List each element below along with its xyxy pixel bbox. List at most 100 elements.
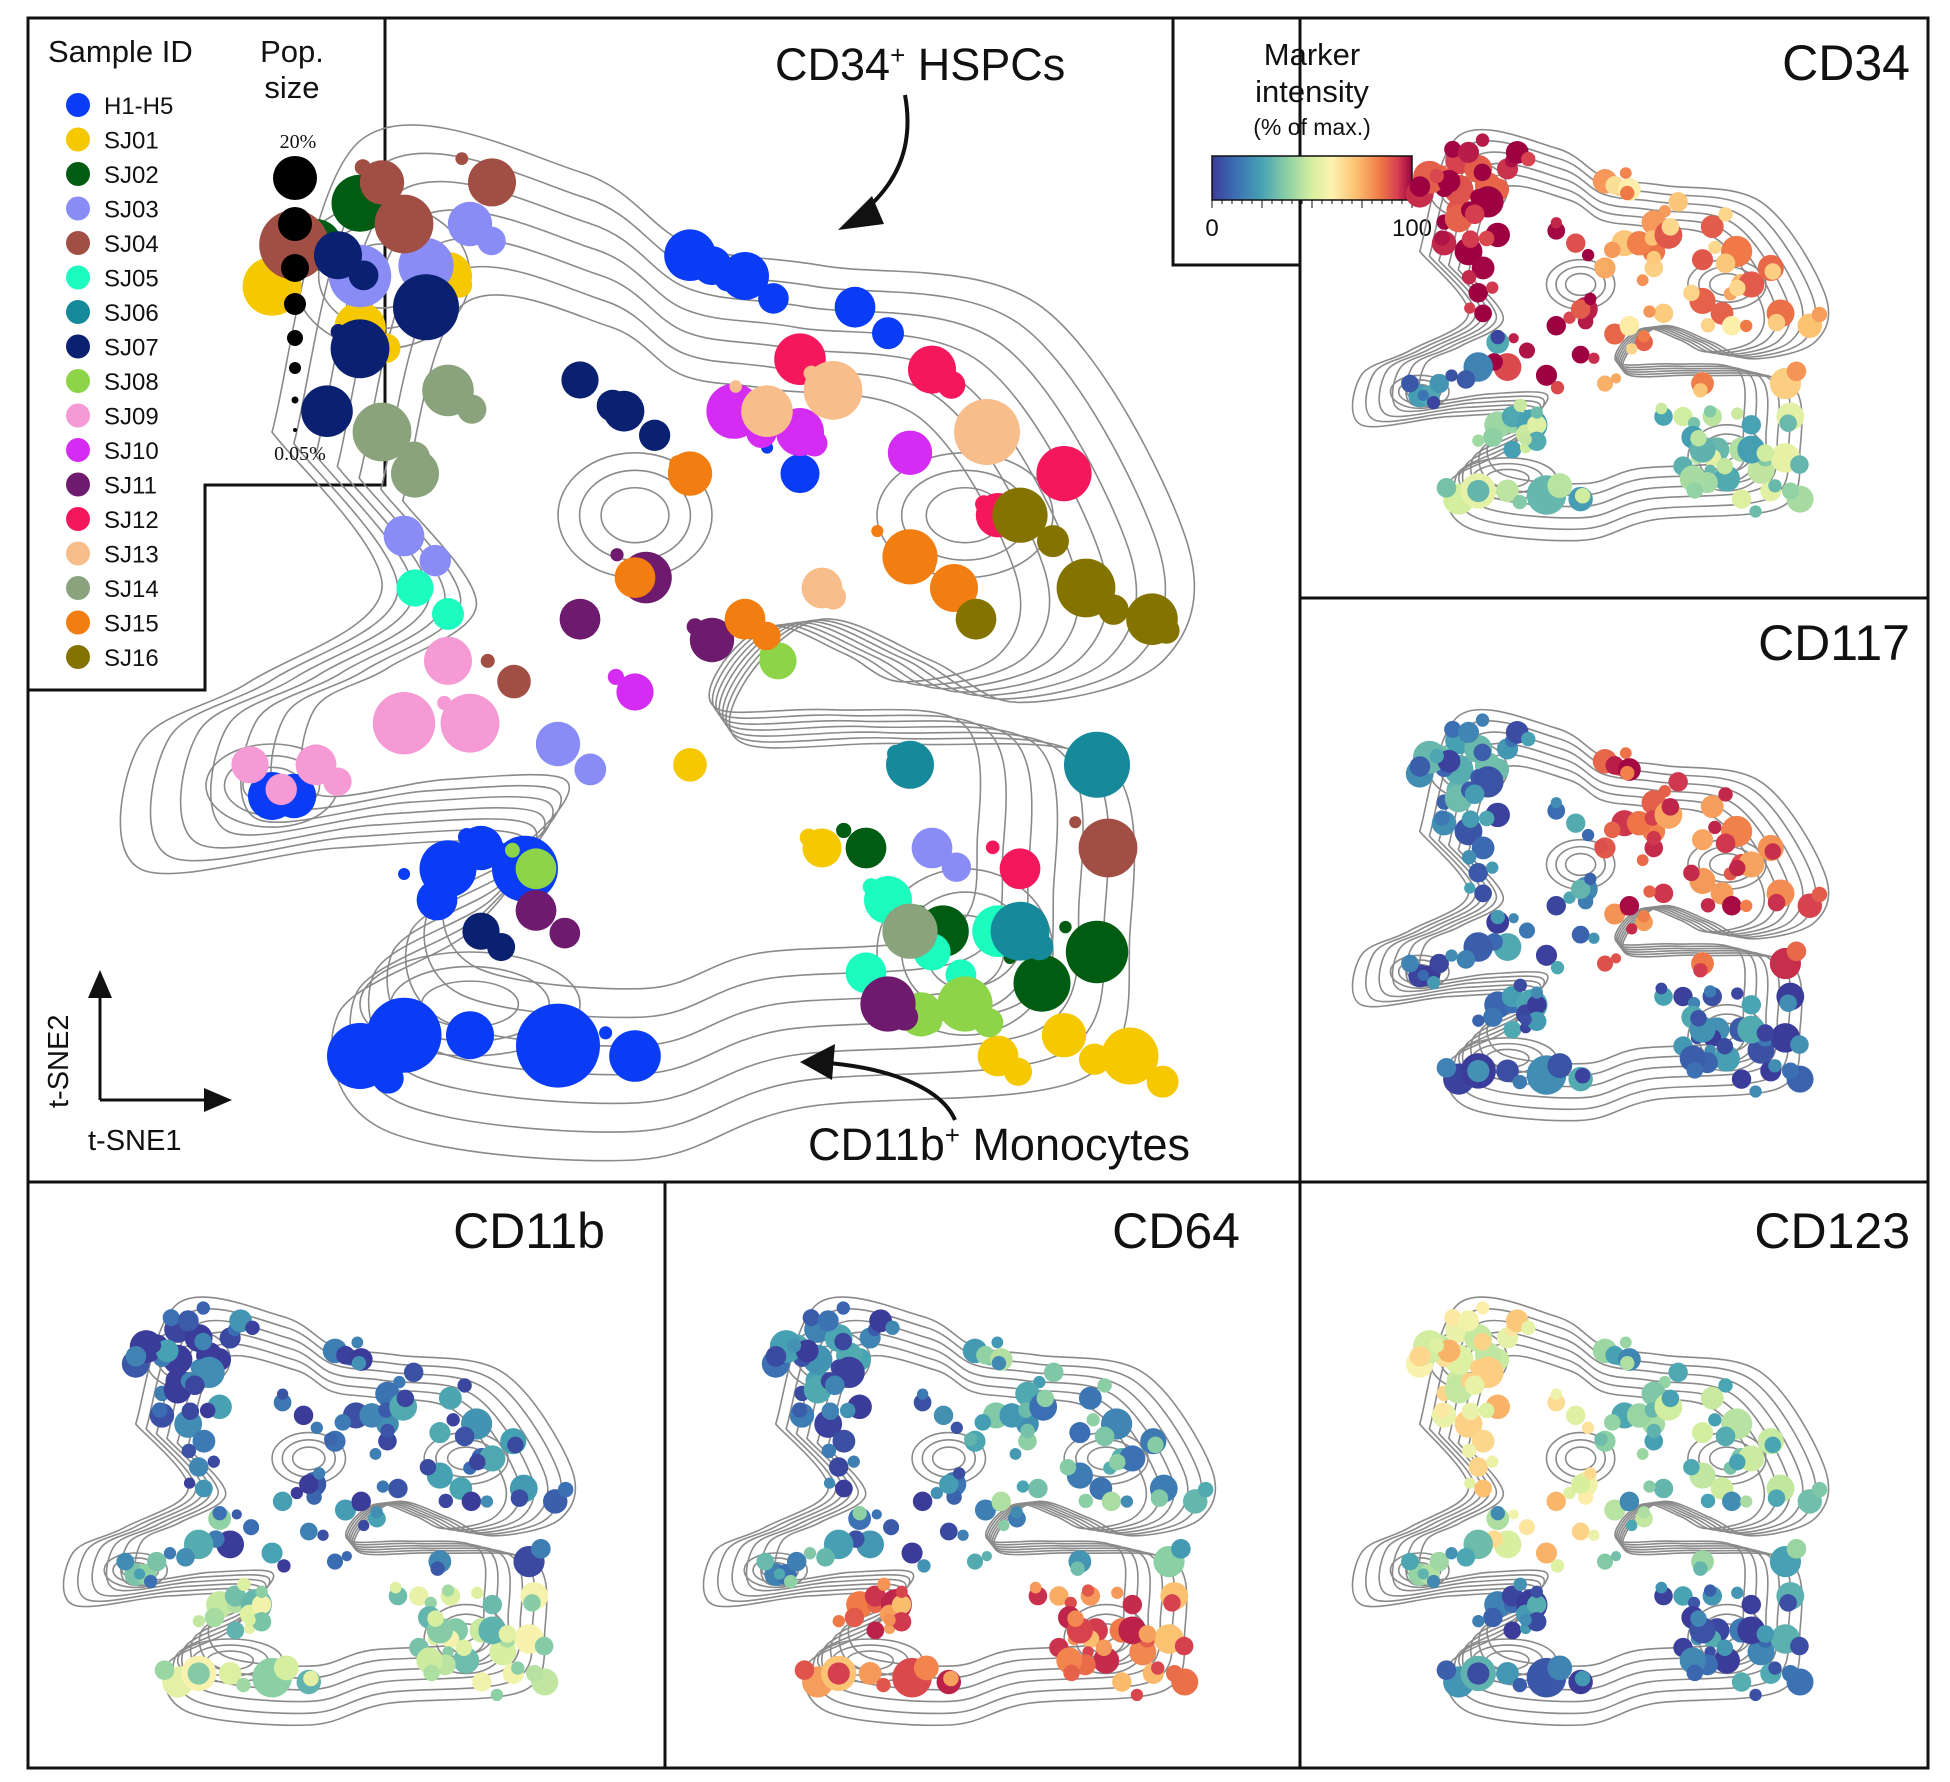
marker-point xyxy=(1468,863,1488,883)
marker-point xyxy=(1581,1421,1595,1434)
marker-point xyxy=(243,1519,260,1536)
population-point-sj02 xyxy=(356,197,382,223)
marker-point xyxy=(1690,1010,1707,1027)
marker-point xyxy=(155,1339,179,1363)
marker-point xyxy=(1811,1481,1828,1498)
marker-point xyxy=(1436,478,1457,498)
marker-point xyxy=(1571,925,1590,944)
legend-item-sj01: SJ01 xyxy=(66,127,159,155)
marker-point xyxy=(1646,250,1662,266)
marker-point xyxy=(1731,407,1744,420)
size-legend-min: 0.05% xyxy=(274,443,326,465)
marker-point xyxy=(1429,748,1444,764)
marker-point xyxy=(187,1662,210,1685)
marker-point xyxy=(1456,370,1476,389)
density-contour xyxy=(1391,162,1791,508)
marker-point xyxy=(1686,1062,1704,1079)
size-legend-dot xyxy=(281,254,309,282)
marker-point xyxy=(1547,473,1573,498)
marker-point xyxy=(1461,850,1477,865)
marker-point xyxy=(1718,787,1733,802)
marker-point xyxy=(1457,141,1480,163)
population-point-sj15 xyxy=(871,525,884,538)
marker-point xyxy=(1064,1596,1077,1610)
marker-point xyxy=(1496,1059,1519,1083)
marker-point xyxy=(457,1378,472,1393)
marker-point xyxy=(1445,369,1458,382)
marker-point xyxy=(1063,1664,1080,1682)
marker-point xyxy=(1436,1660,1457,1681)
legend-label: SJ10 xyxy=(104,438,159,465)
marker-point xyxy=(974,1499,997,1521)
population-point-sj09 xyxy=(437,695,452,711)
marker-point xyxy=(427,1610,444,1627)
population-point-sj13 xyxy=(970,417,992,438)
density-contour xyxy=(731,1319,1189,1703)
population-point-sj03 xyxy=(941,852,972,882)
marker-panel-title: CD123 xyxy=(1754,1203,1910,1259)
marker-panel-cd117: CD117 xyxy=(1351,615,1910,1122)
marker-point xyxy=(1120,1495,1134,1508)
marker-point xyxy=(1668,772,1688,792)
marker-point xyxy=(1483,427,1503,447)
marker-point xyxy=(1122,1594,1143,1615)
legend-label: SJ12 xyxy=(104,507,159,534)
marker-point xyxy=(891,1612,912,1632)
marker-point xyxy=(847,1455,860,1468)
marker-point xyxy=(1464,204,1485,225)
population-point-sj11 xyxy=(610,548,624,562)
population-point-sj12 xyxy=(975,495,993,514)
marker-point xyxy=(1768,1059,1782,1073)
marker-point xyxy=(1643,305,1656,318)
marker-point xyxy=(974,1414,992,1431)
marker-point xyxy=(1646,1423,1662,1439)
marker-point xyxy=(1535,944,1558,966)
marker-point xyxy=(821,1402,840,1420)
population-point-sj02 xyxy=(836,822,852,839)
marker-point xyxy=(188,1457,209,1477)
marker-point xyxy=(1731,1586,1744,1599)
size-legend-max: 20% xyxy=(280,131,317,153)
marker-point xyxy=(1513,398,1527,412)
marker-point xyxy=(199,1402,216,1419)
marker-point xyxy=(388,1478,408,1499)
marker-point xyxy=(323,1432,338,1446)
marker-point xyxy=(1434,810,1450,826)
marker-point xyxy=(1078,1386,1102,1410)
density-contour xyxy=(119,124,1196,1162)
marker-point xyxy=(1464,1375,1485,1396)
marker-point xyxy=(1426,395,1441,410)
marker-point xyxy=(1700,318,1716,333)
marker-point xyxy=(1740,319,1753,333)
marker-point xyxy=(1461,1443,1477,1459)
marker-point xyxy=(901,1542,923,1564)
marker-point xyxy=(1070,1561,1085,1576)
legend-label: SJ07 xyxy=(104,335,159,362)
colorbar: Marker intensity (% of max.) 0 100 xyxy=(1205,37,1432,242)
marker-point xyxy=(1764,263,1782,280)
marker-point xyxy=(1445,1547,1458,1560)
marker-point xyxy=(1473,743,1492,762)
marker-point xyxy=(1811,886,1828,903)
marker-point xyxy=(1473,1332,1492,1351)
marker-point xyxy=(1512,494,1528,510)
marker-point xyxy=(883,1519,900,1536)
marker-point xyxy=(423,1664,440,1682)
population-point-sj04 xyxy=(1069,816,1082,829)
marker-point xyxy=(154,1660,175,1681)
marker-point xyxy=(446,1413,460,1427)
marker-point xyxy=(482,1594,503,1615)
population-point-h1-h5 xyxy=(609,1030,661,1082)
marker-point xyxy=(1444,720,1462,738)
marker-point xyxy=(441,1584,455,1597)
marker-point xyxy=(510,1489,529,1507)
marker-point xyxy=(1067,1610,1084,1627)
main-tsne-panel xyxy=(119,124,1196,1162)
marker-point xyxy=(1512,1677,1528,1693)
marker-point xyxy=(1530,986,1543,999)
population-point-h1-h5 xyxy=(872,317,904,350)
marker-point xyxy=(1490,909,1505,925)
marker-point xyxy=(1550,960,1565,975)
size-legend-dot xyxy=(289,362,301,374)
density-contour-ring xyxy=(1389,954,1450,990)
